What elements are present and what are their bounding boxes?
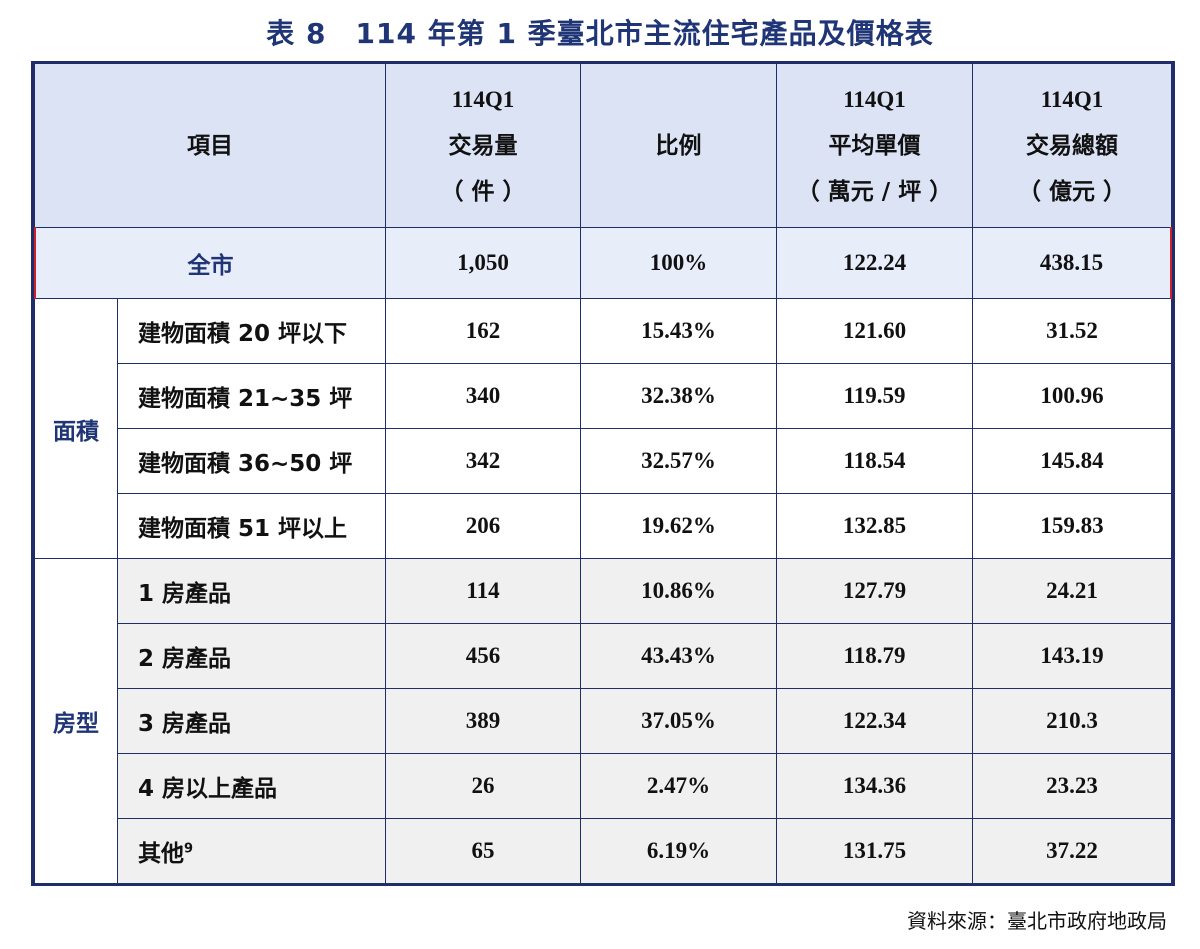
row-label: 3 房產品 xyxy=(117,688,386,754)
header-unit-price-period: 114Q1 xyxy=(843,86,906,112)
group-label-room-type: 房型 xyxy=(34,558,118,884)
housing-price-table: 項目 114Q1 交易量 （ 件 ） 比例 114Q1 平均單價 （ 萬元 / … xyxy=(31,61,1175,886)
row-ratio: 2.47% xyxy=(580,753,777,819)
table-row: 面積 建物面積 20 坪以下 162 15.43% 121.60 31.52 xyxy=(34,298,1172,559)
table-row: 3 房產品 389 37.05% 122.34 210.3 xyxy=(35,688,1172,754)
total-unit-price: 122.24 xyxy=(776,227,973,299)
row-unit-price: 131.75 xyxy=(776,818,973,884)
row-label-text: 其他 xyxy=(138,841,184,867)
row-label: 其他9 xyxy=(117,818,386,884)
row-label: 建物面積 21~35 坪 xyxy=(117,363,386,429)
row-volume: 206 xyxy=(385,493,581,559)
header-unit-price-label: 平均單價 xyxy=(828,132,921,159)
header-unit-price: 114Q1 平均單價 （ 萬元 / 坪 ） xyxy=(776,63,973,228)
row-volume: 162 xyxy=(385,298,581,364)
row-total-amount: 143.19 xyxy=(972,623,1172,689)
header-volume-unit: （ 件 ） xyxy=(440,178,526,205)
table-row: 建物面積 36~50 坪 342 32.57% 118.54 145.84 xyxy=(35,428,1172,494)
row-total-amount: 159.83 xyxy=(972,493,1172,559)
row-ratio: 15.43% xyxy=(580,298,777,364)
total-ratio: 100% xyxy=(580,227,777,299)
header-total-amount-label: 交易總額 xyxy=(1026,132,1118,159)
row-total-amount: 210.3 xyxy=(972,688,1172,754)
row-label: 建物面積 20 坪以下 xyxy=(117,298,386,364)
row-total-amount: 37.22 xyxy=(972,818,1172,884)
row-unit-price: 121.60 xyxy=(776,298,973,364)
total-volume: 1,050 xyxy=(385,227,581,299)
row-volume: 340 xyxy=(385,363,581,429)
row-volume: 389 xyxy=(385,688,581,754)
row-total-amount: 100.96 xyxy=(972,363,1172,429)
total-row: 全市 1,050 100% 122.24 438.15 xyxy=(33,227,1173,299)
row-unit-price: 132.85 xyxy=(776,493,973,559)
row-volume: 65 xyxy=(385,818,581,884)
table-row: 房型 1 房產品 114 10.86% 127.79 24.21 xyxy=(34,558,1172,884)
header-total-amount-unit: （ 億元 ） xyxy=(1017,178,1126,205)
row-unit-price: 134.36 xyxy=(776,753,973,819)
source-note: 資料來源：臺北市政府地政局 xyxy=(907,909,1167,933)
row-label: 4 房以上產品 xyxy=(117,753,386,819)
row-total-amount: 145.84 xyxy=(972,428,1172,494)
row-ratio: 32.38% xyxy=(580,363,777,429)
header-ratio: 比例 xyxy=(580,63,777,228)
row-total-amount: 23.23 xyxy=(972,753,1172,819)
total-label: 全市 xyxy=(33,227,386,299)
table-row: 4 房以上產品 26 2.47% 134.36 23.23 xyxy=(35,753,1172,819)
header-total-amount: 114Q1 交易總額 （ 億元 ） xyxy=(972,63,1172,228)
row-unit-price: 118.54 xyxy=(776,428,973,494)
row-ratio: 10.86% xyxy=(580,558,777,624)
row-label: 2 房產品 xyxy=(117,623,386,689)
row-unit-price: 119.59 xyxy=(776,363,973,429)
row-ratio: 32.57% xyxy=(580,428,777,494)
table-row: 建物面積 21~35 坪 340 32.38% 119.59 100.96 xyxy=(35,363,1172,429)
footnote-marker: 9 xyxy=(184,841,194,857)
header-volume-label: 交易量 xyxy=(448,132,518,159)
row-label: 建物面積 36~50 坪 xyxy=(117,428,386,494)
group-label-area: 面積 xyxy=(34,298,118,559)
table-header-row: 項目 114Q1 交易量 （ 件 ） 比例 114Q1 平均單價 （ 萬元 / … xyxy=(34,63,1172,228)
header-unit-price-unit: （ 萬元 / 坪 ） xyxy=(796,178,953,205)
table-row: 其他9 65 6.19% 131.75 37.22 xyxy=(35,818,1172,884)
row-ratio: 6.19% xyxy=(580,818,777,884)
row-total-amount: 31.52 xyxy=(972,298,1172,364)
total-amount: 438.15 xyxy=(972,227,1173,299)
row-ratio: 43.43% xyxy=(580,623,777,689)
row-volume: 342 xyxy=(385,428,581,494)
row-volume: 114 xyxy=(385,558,581,624)
row-volume: 456 xyxy=(385,623,581,689)
header-volume: 114Q1 交易量 （ 件 ） xyxy=(385,63,581,228)
row-label: 1 房產品 xyxy=(117,558,386,624)
row-total-amount: 24.21 xyxy=(972,558,1172,624)
header-total-amount-period: 114Q1 xyxy=(1040,86,1104,112)
table-row: 建物面積 51 坪以上 206 19.62% 132.85 159.83 xyxy=(35,493,1172,559)
row-unit-price: 122.34 xyxy=(776,688,973,754)
table-row: 2 房產品 456 43.43% 118.79 143.19 xyxy=(35,623,1172,689)
row-ratio: 37.05% xyxy=(580,688,777,754)
header-item: 項目 xyxy=(34,63,386,228)
table-title: 表 8 114 年第 1 季臺北市主流住宅產品及價格表 xyxy=(266,17,934,50)
row-label: 建物面積 51 坪以上 xyxy=(117,493,386,559)
row-volume: 26 xyxy=(385,753,581,819)
header-volume-period: 114Q1 xyxy=(451,86,515,112)
row-unit-price: 118.79 xyxy=(776,623,973,689)
row-ratio: 19.62% xyxy=(580,493,777,559)
row-unit-price: 127.79 xyxy=(776,558,973,624)
